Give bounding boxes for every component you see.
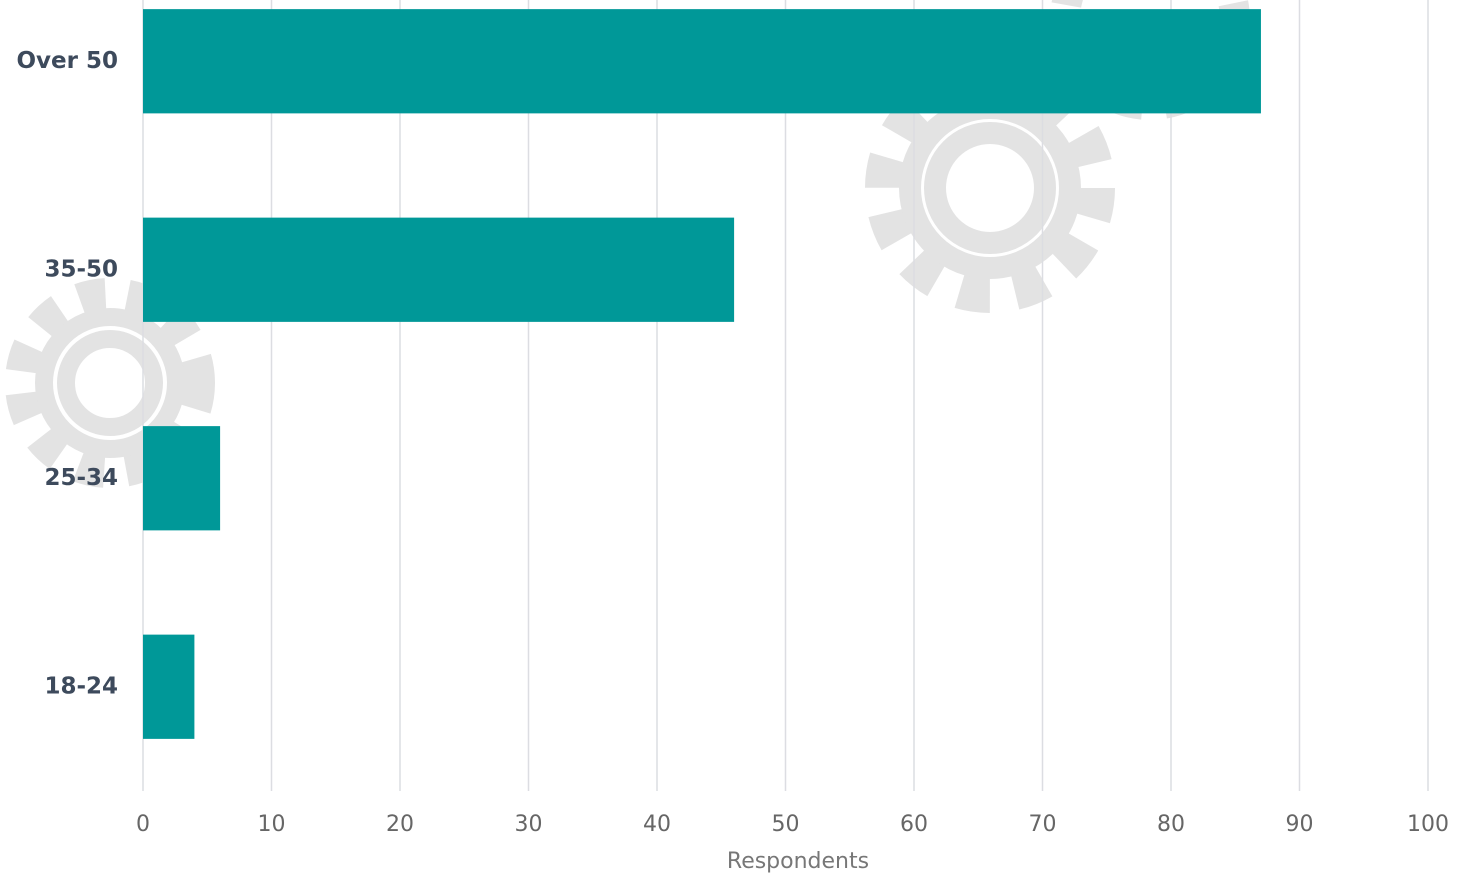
bar <box>143 217 735 322</box>
gear-ring <box>35 308 185 458</box>
gear-teeth <box>5 278 215 488</box>
y-tick-label: 35-50 <box>44 256 118 282</box>
x-tick-label: 20 <box>386 812 414 837</box>
x-tick-label: 30 <box>515 812 543 837</box>
x-tick-label: 70 <box>1029 812 1057 837</box>
y-tick-label: Over 50 <box>16 48 118 74</box>
x-tick-label: 80 <box>1157 812 1185 837</box>
x-tick-label: 0 <box>136 812 150 837</box>
bar <box>143 426 221 531</box>
bar <box>143 9 1261 114</box>
x-tick-label: 90 <box>1286 812 1314 837</box>
x-tick-label: 10 <box>258 812 286 837</box>
gear-hub <box>924 122 1056 254</box>
y-tick-label: 18-24 <box>44 673 118 699</box>
x-tick-label: 40 <box>643 812 671 837</box>
y-tick-label: 25-34 <box>44 465 118 491</box>
gear-hub <box>57 330 163 436</box>
x-tick-label: 60 <box>900 812 928 837</box>
x-tick-label: 50 <box>772 812 800 837</box>
bar <box>143 634 195 739</box>
gear-teeth <box>865 63 1115 313</box>
x-tick-label: 100 <box>1407 812 1449 837</box>
x-axis-title: Respondents <box>727 849 869 874</box>
